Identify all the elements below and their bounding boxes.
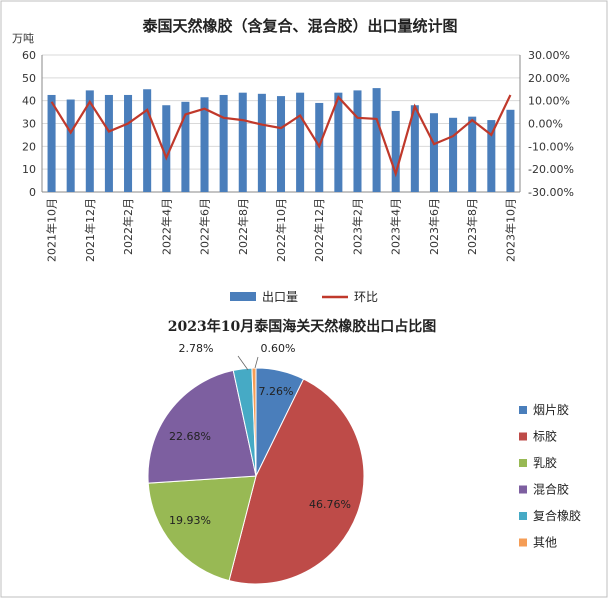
bar: [372, 88, 381, 192]
bar: [353, 90, 362, 192]
bar: [257, 93, 266, 192]
bar-line-chart: 0 10 20 30 40 50 60 -30.00% -20.00% -10.00% 0.00% 1…: [22, 49, 574, 304]
legend-label: 复合橡胶: [533, 508, 581, 523]
legend-label: 烟片胶: [533, 402, 569, 417]
pie-slice-label: 46.76%: [309, 498, 351, 511]
bar: [296, 92, 305, 192]
leader-line: [237, 355, 249, 371]
x-tick-label: 2022年10月: [274, 198, 288, 262]
pie-slice: [147, 369, 257, 484]
y-tick-label: 30: [22, 118, 36, 131]
pie-slice: [147, 475, 257, 582]
bar-chart-title: 泰国天然橡胶（含复合、混合胶）出口量统计图: [141, 17, 457, 35]
x-tick-label: 2022年2月: [121, 198, 135, 255]
legend-swatch: [519, 432, 527, 441]
pie-slice: [251, 367, 257, 477]
bar: [487, 120, 496, 192]
y-tick-label: 0: [29, 186, 36, 199]
pie-slice-label: 22.68%: [169, 430, 211, 443]
pie-slice: [228, 378, 365, 585]
bar: [47, 94, 56, 192]
x-tick-label: 2022年6月: [198, 198, 212, 255]
y-tick-label: 40: [22, 95, 36, 108]
bar: [429, 113, 438, 192]
y2-tick-label: -20.00%: [528, 163, 574, 176]
y-axis-unit-label: 万吨: [12, 32, 34, 45]
pie-slice-label: 0.60%: [261, 342, 296, 355]
x-tick-label: 2021年12月: [83, 198, 97, 262]
pie-slice-label: 7.26%: [259, 385, 294, 398]
legend-swatch-bar: [230, 292, 256, 301]
x-tick-label: 2023年10月: [503, 198, 517, 262]
y2-tick-label: 30.00%: [528, 49, 570, 62]
y2-tick-label: 10.00%: [528, 95, 570, 108]
bar: [410, 105, 419, 192]
bar: [276, 96, 286, 192]
bar: [219, 94, 228, 192]
bar: [104, 94, 113, 192]
bar: [334, 92, 343, 192]
legend-swatch: [519, 459, 527, 467]
x-tick-label: 2023年4月: [389, 198, 403, 255]
y2-tick-label: 0.00%: [528, 118, 563, 131]
bar: [181, 101, 190, 192]
pie-slice-label: 19.93%: [169, 514, 211, 527]
bar: [238, 92, 247, 192]
bar: [143, 89, 152, 192]
bar: [506, 109, 515, 192]
legend-swatch: [519, 538, 527, 547]
legend-swatch: [519, 485, 527, 494]
bar: [124, 94, 133, 192]
legend-label: 其他: [533, 536, 557, 550]
bar: [66, 99, 75, 192]
legend-swatch: [519, 406, 527, 414]
y2-tick-label: -30.00%: [528, 186, 574, 199]
bar: [85, 90, 94, 192]
pie-slice-label: 2.78%: [179, 342, 214, 355]
x-tick-label: 2023年6月: [427, 198, 441, 255]
legend-label: 乳胶: [533, 455, 557, 470]
bar: [468, 116, 477, 192]
bar: [200, 97, 209, 192]
y2-tick-label: -10.00%: [528, 140, 574, 153]
legend-label-bar: 出口量: [262, 290, 298, 304]
pie-chart-title: 2023年10月泰国海关天然橡胶出口占比图: [168, 318, 436, 335]
x-tick-label: 2021年10月: [45, 198, 59, 262]
y-tick-label: 10: [22, 163, 36, 176]
bar: [449, 117, 458, 192]
x-tick-label: 2022年12月: [312, 198, 326, 262]
x-tick-label: 2023年8月: [465, 198, 479, 255]
bar: [391, 110, 400, 192]
legend-label-line: 环比: [354, 290, 378, 304]
bar: [162, 105, 171, 192]
pie-chart: 7.26% 46.76% 19.93% 22.68% 2.78% 0.60% 烟片胶标胶乳胶…: [147, 342, 581, 585]
legend-label: 混合胶: [533, 482, 569, 497]
legend-label: 标胶: [533, 429, 557, 444]
y-tick-label: 20: [22, 140, 36, 153]
mom-change-line: [50, 94, 512, 178]
y2-tick-label: 20.00%: [528, 72, 570, 85]
legend-swatch: [519, 512, 527, 520]
y-tick-label: 50: [22, 72, 36, 85]
leader-line: [254, 356, 259, 369]
x-tick-label: 2023年2月: [350, 198, 364, 255]
y-tick-label: 60: [22, 49, 36, 62]
x-tick-label: 2022年8月: [236, 198, 250, 255]
x-tick-label: 2022年4月: [159, 198, 173, 255]
